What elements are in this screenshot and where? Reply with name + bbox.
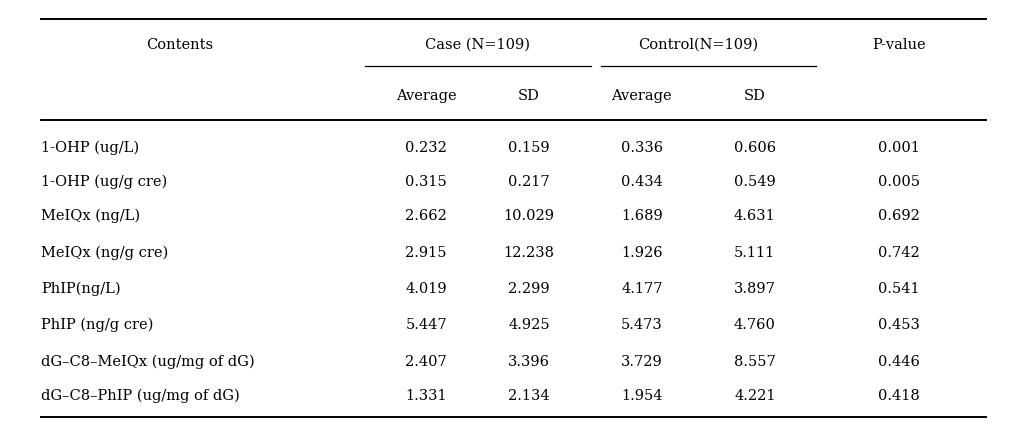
Text: 4.760: 4.760 xyxy=(734,318,775,332)
Text: 1.954: 1.954 xyxy=(621,389,662,403)
Text: 4.019: 4.019 xyxy=(406,282,447,296)
Text: 0.541: 0.541 xyxy=(878,282,919,296)
Text: 5.473: 5.473 xyxy=(621,318,662,332)
Text: 1.689: 1.689 xyxy=(621,209,662,223)
Text: 0.742: 0.742 xyxy=(878,246,919,259)
Text: 0.217: 0.217 xyxy=(508,175,549,189)
Text: Contents: Contents xyxy=(146,38,214,52)
Text: Average: Average xyxy=(611,89,673,103)
Text: 0.315: 0.315 xyxy=(406,175,447,189)
Text: PhIP(ng/L): PhIP(ng/L) xyxy=(41,282,121,296)
Text: 3.897: 3.897 xyxy=(734,282,775,296)
Text: 0.232: 0.232 xyxy=(406,141,447,155)
Text: SD: SD xyxy=(518,89,540,103)
Text: P-value: P-value xyxy=(872,38,925,52)
Text: MeIQx (ng/L): MeIQx (ng/L) xyxy=(41,209,141,223)
Text: 0.606: 0.606 xyxy=(733,141,776,155)
Text: MeIQx (ng/g cre): MeIQx (ng/g cre) xyxy=(41,245,168,260)
Text: 0.453: 0.453 xyxy=(878,318,919,332)
Text: 5.447: 5.447 xyxy=(406,318,447,332)
Text: 2.407: 2.407 xyxy=(406,355,447,369)
Text: 3.396: 3.396 xyxy=(508,355,549,369)
Text: dG–C8–PhIP (ug/mg of dG): dG–C8–PhIP (ug/mg of dG) xyxy=(41,389,240,403)
Text: 0.692: 0.692 xyxy=(878,209,919,223)
Text: 0.001: 0.001 xyxy=(878,141,919,155)
Text: 12.238: 12.238 xyxy=(503,246,555,259)
Text: 4.925: 4.925 xyxy=(508,318,549,332)
Text: 2.299: 2.299 xyxy=(508,282,549,296)
Text: 0.159: 0.159 xyxy=(508,141,549,155)
Text: 2.662: 2.662 xyxy=(406,209,447,223)
Text: 4.177: 4.177 xyxy=(621,282,662,296)
Text: dG–C8–MeIQx (ug/mg of dG): dG–C8–MeIQx (ug/mg of dG) xyxy=(41,354,255,369)
Text: 0.005: 0.005 xyxy=(878,175,919,189)
Text: 8.557: 8.557 xyxy=(734,355,775,369)
Text: 1-OHP (ug/g cre): 1-OHP (ug/g cre) xyxy=(41,175,167,189)
Text: 3.729: 3.729 xyxy=(621,355,662,369)
Text: 0.549: 0.549 xyxy=(734,175,775,189)
Text: 0.418: 0.418 xyxy=(878,389,919,403)
Text: PhIP (ng/g cre): PhIP (ng/g cre) xyxy=(41,318,153,333)
Text: Average: Average xyxy=(395,89,457,103)
Text: 2.134: 2.134 xyxy=(508,389,549,403)
Text: 0.446: 0.446 xyxy=(878,355,919,369)
Text: 1.331: 1.331 xyxy=(406,389,447,403)
Text: 2.915: 2.915 xyxy=(406,246,447,259)
Text: Case (N=109): Case (N=109) xyxy=(425,38,530,52)
Text: 5.111: 5.111 xyxy=(734,246,775,259)
Text: 0.434: 0.434 xyxy=(621,175,662,189)
Text: 4.221: 4.221 xyxy=(734,389,775,403)
Text: 1.926: 1.926 xyxy=(621,246,662,259)
Text: 0.336: 0.336 xyxy=(620,141,663,155)
Text: 4.631: 4.631 xyxy=(734,209,775,223)
Text: 10.029: 10.029 xyxy=(503,209,555,223)
Text: 1-OHP (ug/L): 1-OHP (ug/L) xyxy=(41,140,140,155)
Text: Control(N=109): Control(N=109) xyxy=(639,38,758,52)
Text: SD: SD xyxy=(744,89,766,103)
